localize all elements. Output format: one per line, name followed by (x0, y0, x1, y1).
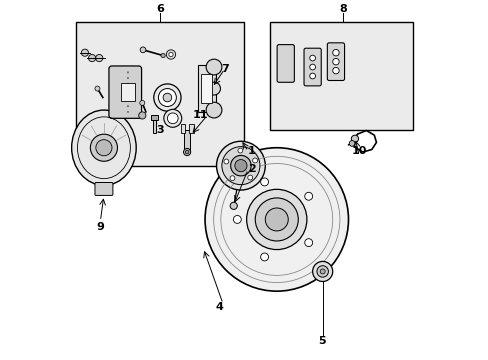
Circle shape (320, 269, 325, 274)
Circle shape (247, 175, 252, 180)
Circle shape (234, 159, 246, 172)
Circle shape (246, 189, 306, 249)
FancyBboxPatch shape (326, 43, 344, 81)
Circle shape (252, 158, 257, 163)
Circle shape (81, 49, 88, 56)
Circle shape (309, 64, 315, 70)
Circle shape (95, 86, 100, 91)
Circle shape (260, 253, 268, 261)
Text: 1: 1 (247, 146, 255, 156)
Circle shape (140, 47, 145, 53)
Circle shape (166, 50, 175, 59)
Circle shape (185, 150, 188, 154)
Circle shape (316, 266, 328, 277)
Bar (189, 125, 193, 134)
Circle shape (332, 58, 339, 65)
Circle shape (127, 100, 128, 101)
Circle shape (127, 72, 128, 73)
Ellipse shape (72, 110, 136, 185)
Bar (76, 22, 244, 166)
Circle shape (304, 239, 312, 247)
Text: 11: 11 (193, 111, 208, 121)
Circle shape (96, 54, 102, 62)
FancyBboxPatch shape (277, 45, 294, 82)
Circle shape (351, 135, 358, 142)
Circle shape (90, 134, 117, 161)
Circle shape (167, 113, 178, 124)
Bar (201, 74, 212, 103)
Bar (121, 83, 135, 101)
Bar (198, 65, 215, 112)
Text: 2: 2 (247, 164, 255, 174)
Circle shape (309, 55, 315, 61)
Circle shape (348, 140, 354, 146)
Circle shape (163, 109, 182, 127)
Circle shape (207, 82, 220, 95)
Circle shape (168, 52, 173, 57)
FancyBboxPatch shape (95, 183, 113, 195)
Circle shape (260, 178, 268, 186)
Circle shape (222, 147, 260, 185)
Circle shape (127, 94, 128, 96)
Text: 3: 3 (156, 125, 163, 135)
Circle shape (309, 73, 315, 79)
Circle shape (183, 148, 190, 156)
Circle shape (206, 59, 222, 75)
Circle shape (139, 112, 145, 119)
Circle shape (304, 192, 312, 200)
Circle shape (230, 202, 237, 210)
Circle shape (332, 67, 339, 74)
Circle shape (332, 49, 339, 56)
Circle shape (158, 89, 176, 107)
Circle shape (163, 93, 171, 102)
FancyBboxPatch shape (304, 48, 321, 86)
Circle shape (216, 141, 265, 190)
Circle shape (127, 83, 128, 84)
Text: 5: 5 (317, 336, 325, 346)
Circle shape (88, 54, 96, 62)
Circle shape (224, 159, 228, 164)
Text: 10: 10 (351, 146, 366, 156)
Circle shape (230, 156, 251, 176)
Circle shape (265, 208, 287, 231)
Text: 9: 9 (96, 222, 104, 231)
Circle shape (229, 176, 234, 181)
Circle shape (153, 84, 181, 111)
Circle shape (127, 89, 128, 90)
Bar (269, 22, 412, 130)
Bar (151, 116, 158, 120)
Text: 8: 8 (339, 4, 346, 14)
Bar (184, 130, 190, 151)
Text: 4: 4 (215, 302, 223, 312)
Circle shape (96, 140, 112, 156)
Circle shape (127, 111, 128, 113)
Circle shape (127, 77, 128, 79)
Circle shape (161, 53, 165, 58)
Circle shape (127, 105, 128, 107)
Text: 6: 6 (156, 4, 164, 14)
Circle shape (255, 198, 298, 241)
Circle shape (206, 102, 222, 118)
Bar (153, 120, 156, 134)
Circle shape (204, 148, 348, 291)
Circle shape (140, 100, 144, 105)
Circle shape (238, 148, 243, 153)
Circle shape (312, 261, 332, 282)
Circle shape (233, 216, 241, 224)
Text: 7: 7 (221, 64, 228, 74)
Bar (180, 125, 184, 134)
FancyBboxPatch shape (109, 66, 142, 118)
